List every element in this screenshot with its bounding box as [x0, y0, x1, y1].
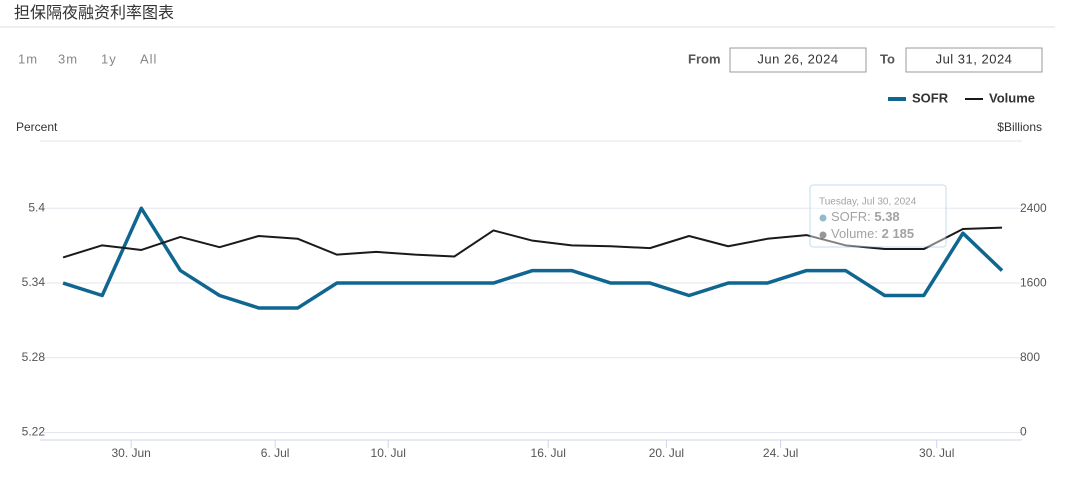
x-tick-label: 10. Jul	[371, 446, 406, 460]
y-tick-label: 5.28	[22, 350, 46, 364]
from-value: Jun 26, 2024	[757, 51, 838, 66]
tooltip-name: SOFR	[831, 209, 867, 224]
legend-label: Volume	[989, 90, 1035, 105]
x-tick-label: 24. Jul	[763, 446, 798, 460]
y-axis-label: Percent	[16, 120, 58, 134]
tooltip-value: 2 185	[882, 226, 915, 241]
y2-axis-label: $Billions	[997, 120, 1042, 134]
from-input[interactable]	[729, 47, 867, 73]
y2-tick-label: 800	[1020, 350, 1040, 364]
range-button[interactable]: 1m	[18, 51, 38, 66]
y2-tick-label: 1600	[1020, 276, 1047, 290]
series-line	[62, 206, 1004, 310]
y2-tick-label: 0	[1020, 425, 1027, 439]
range-button[interactable]: 1y	[101, 51, 117, 66]
x-tick-label: 16. Jul	[531, 446, 566, 460]
tooltip-item: SOFR: 5.38	[831, 209, 900, 224]
x-tick-label: 20. Jul	[649, 446, 684, 460]
tooltip-item: Volume: 2 185	[831, 226, 914, 241]
x-tick-label: 30. Jun	[111, 446, 150, 460]
to-input[interactable]	[905, 47, 1043, 73]
tooltip-box	[809, 184, 947, 248]
tooltip-sep: :	[874, 226, 881, 241]
tooltip-dot	[819, 231, 827, 239]
to-value: Jul 31, 2024	[936, 51, 1013, 66]
y2-tick-label: 2400	[1020, 201, 1047, 215]
range-button[interactable]: 3m	[58, 51, 78, 66]
tooltip-dot	[819, 214, 827, 222]
from-label: From	[688, 51, 721, 66]
to-label: To	[880, 51, 895, 66]
range-button[interactable]: All	[140, 51, 157, 66]
page-title: 担保隔夜融资利率图表	[14, 4, 174, 22]
y-tick-label: 5.34	[22, 275, 46, 289]
x-tick-label: 6. Jul	[261, 446, 290, 460]
tooltip-value: 5.38	[874, 209, 899, 224]
y-tick-label: 5.4	[28, 200, 45, 214]
tooltip-sep: :	[867, 209, 874, 224]
tooltip-title: Tuesday, Jul 30, 2024	[819, 197, 917, 208]
series-line	[62, 226, 1003, 259]
x-tick-label: 30. Jul	[919, 446, 954, 460]
legend-label: SOFR	[912, 90, 949, 105]
y-tick-label: 5.22	[22, 425, 46, 439]
tooltip-name: Volume	[831, 226, 874, 241]
